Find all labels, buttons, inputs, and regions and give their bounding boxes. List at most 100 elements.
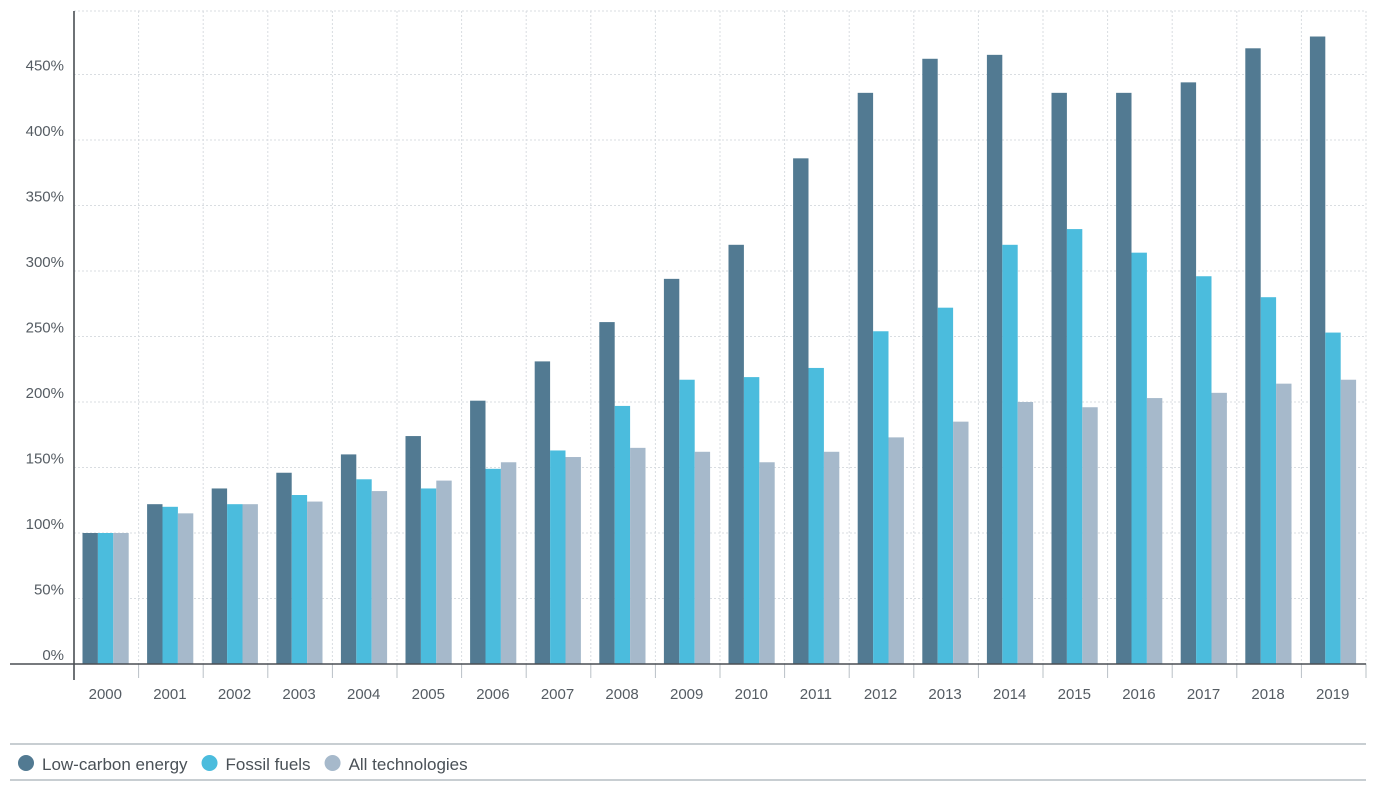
bar [937,307,954,664]
x-tick-label: 2004 [347,686,380,703]
legend-label: Low-carbon energy [42,755,188,774]
x-tick-label: 2000 [89,686,122,703]
y-tick-label: 300% [26,254,64,271]
bar [599,322,615,664]
x-tick-label: 2010 [735,686,768,703]
bar [1325,332,1341,664]
x-tick-label: 2014 [993,686,1026,703]
x-tick-label: 2016 [1122,686,1155,703]
x-tick-label: 2002 [218,686,251,703]
legend-swatch [18,755,34,771]
bar [1051,92,1067,665]
bar [614,405,631,664]
bar [550,450,566,664]
bar [534,361,551,664]
bar [1002,244,1018,665]
y-axis-ticks: 0% 50% 100% 150% 200% 250% 300% 350% 400% 450% [26,58,64,665]
y-tick-label: 450% [26,58,64,75]
x-tick-label: 2015 [1058,686,1091,703]
bar [1196,276,1212,664]
bar [759,462,775,664]
x-tick-label: 2005 [412,686,445,703]
bar [1017,402,1034,664]
bar [500,462,517,664]
axes [10,11,1367,680]
x-tick-label: 2007 [541,686,574,703]
x-tick-label: 2001 [153,686,186,703]
x-tick-label: 2012 [864,686,897,703]
bar [405,436,421,664]
x-tick-label: 2019 [1316,686,1349,703]
legend-swatch [201,755,218,771]
bar [793,158,809,664]
bar [1260,297,1277,664]
bar [147,504,163,664]
bar [1276,383,1292,664]
legend: Low-carbon energy Fossil fuels All technol… [10,743,1366,781]
bar [728,244,744,665]
bar [694,451,711,664]
bar [679,379,695,664]
y-tick-label: 150% [26,451,64,468]
bar [307,501,323,664]
x-axis-ticks: 2000 2001 2002 2003 2004 2005 2006 2007 2008 2009… [89,686,1350,703]
bar [1131,252,1147,664]
x-tick-label: 2003 [282,686,315,703]
bar [82,533,98,664]
y-tick-label: 100% [26,516,64,533]
bar [1340,379,1357,664]
bar [1211,392,1227,664]
bar [743,377,760,664]
bar [211,488,228,664]
bar [227,504,243,664]
bar [1245,48,1261,665]
bar [340,454,357,664]
bar [922,58,938,664]
bar [436,480,452,664]
bar [630,447,646,664]
bar [823,451,840,664]
bar [291,495,308,664]
bar [356,479,372,664]
bar [953,421,969,664]
x-tick-label: 2009 [670,686,703,703]
x-tick-label: 2018 [1251,686,1284,703]
bar [177,513,194,664]
x-tick-label: 2008 [605,686,638,703]
bar [113,533,129,664]
x-tick-label: 2011 [800,686,832,703]
y-tick-label: 200% [26,385,64,402]
x-tick-label: 2017 [1187,686,1220,703]
bar [420,488,437,664]
bar [1309,36,1326,664]
bar [888,437,904,664]
bar [1180,82,1197,665]
bar [663,278,680,664]
y-tick-label: 400% [26,123,64,140]
legend-label: All technologies [349,755,468,774]
bar [808,367,824,664]
x-tick-label: 2013 [928,686,961,703]
bar [1082,407,1098,664]
bars [82,36,1357,665]
bar [97,533,114,664]
bar [1116,92,1132,665]
bar [873,331,889,664]
y-tick-label: 50% [34,582,64,599]
bar [986,54,1003,665]
bar [162,506,178,664]
bar [485,468,501,664]
bar [857,92,874,665]
bar [371,491,388,664]
bar [242,504,258,664]
bar [276,472,292,664]
x-tick-label: 2006 [476,686,509,703]
y-tick-label: 0% [42,647,64,664]
bar [470,400,486,664]
y-tick-label: 250% [26,320,64,337]
bar [565,457,581,664]
y-tick-label: 350% [26,189,64,206]
legend-swatch [324,755,341,771]
bar [1066,229,1083,664]
